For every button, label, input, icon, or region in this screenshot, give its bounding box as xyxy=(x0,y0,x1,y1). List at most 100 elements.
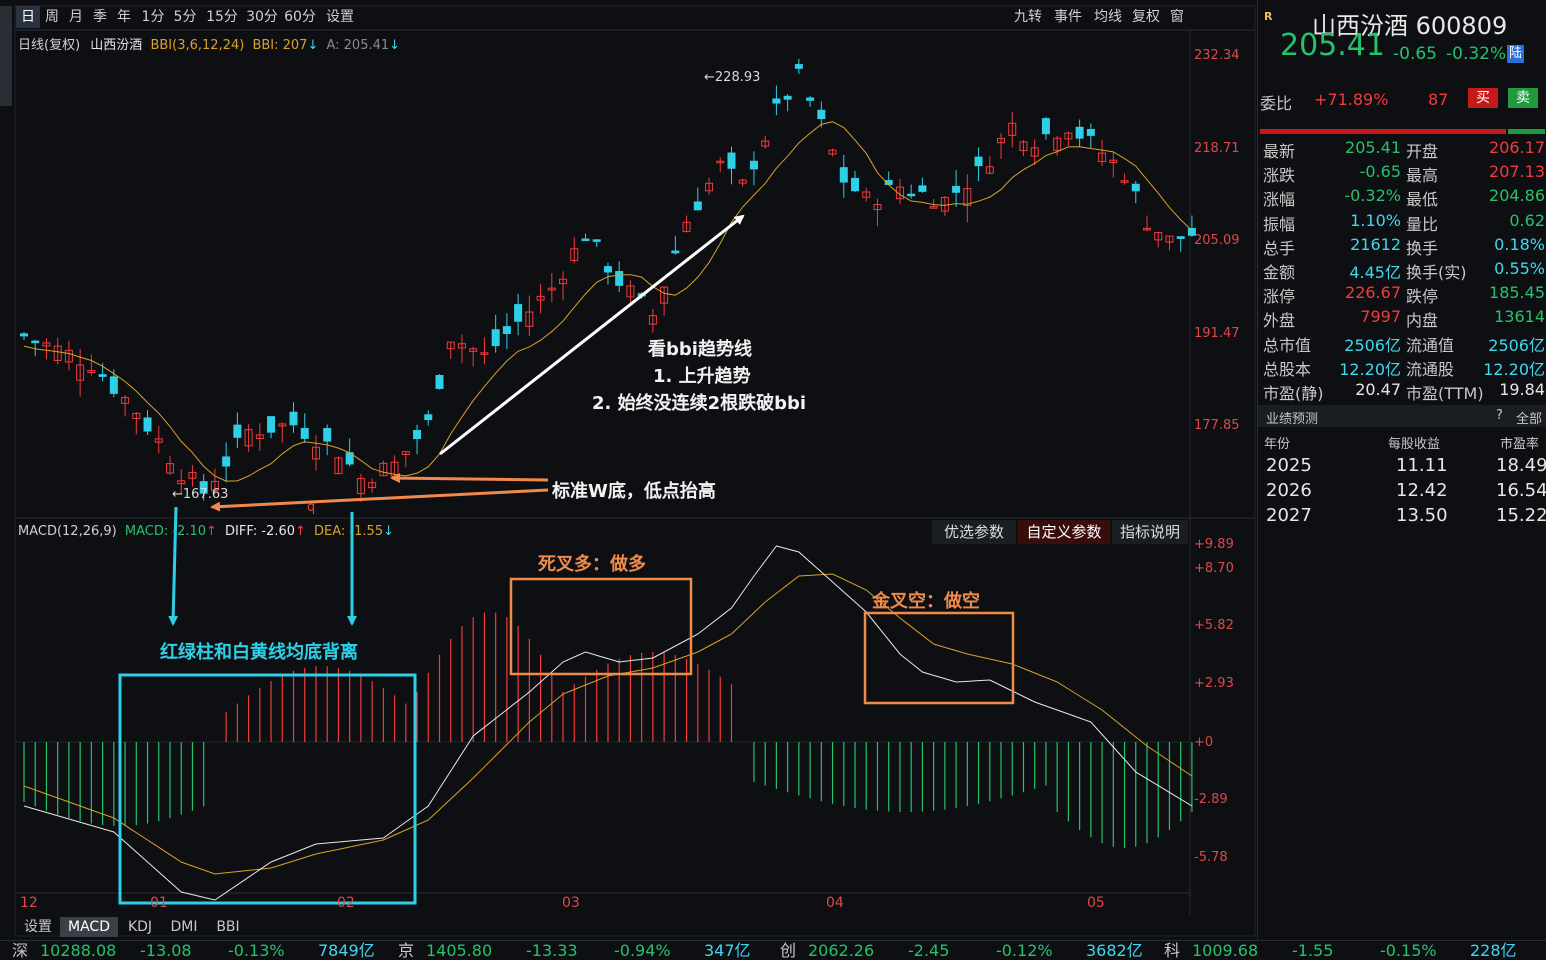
macd-param-button-1[interactable]: 自定义参数 xyxy=(1018,520,1110,544)
tool-2[interactable]: 均线 xyxy=(1094,9,1122,25)
quote-value: 20.47 xyxy=(1355,380,1401,399)
candle-body xyxy=(311,446,320,460)
annotation-dead-cross: 死叉多：做多 xyxy=(538,554,646,575)
tool-1[interactable]: 事件 xyxy=(1054,9,1082,25)
candle-body xyxy=(974,156,983,167)
indicator-tab-0[interactable]: 设置 xyxy=(24,919,52,935)
timeframe-1[interactable]: 周 xyxy=(45,9,59,25)
candle-body xyxy=(806,97,815,101)
candle-body xyxy=(828,149,837,155)
indicator-tab-2[interactable]: KDJ xyxy=(127,919,153,935)
candle-body xyxy=(165,463,174,474)
candle-body xyxy=(581,238,590,242)
sell-button[interactable]: 卖 xyxy=(1508,88,1538,108)
macd-tick: +8.70 xyxy=(1194,561,1234,576)
ticker-name: 创 xyxy=(780,941,797,960)
quote-value: 206.17 xyxy=(1489,138,1545,157)
quote-label: 量比 xyxy=(1406,214,1439,234)
date-tick: 12 xyxy=(20,895,38,911)
candle-body xyxy=(255,434,264,439)
chart-canvas[interactable] xyxy=(0,0,1256,940)
candle-body xyxy=(446,341,455,350)
buy-button[interactable]: 买 xyxy=(1468,88,1498,108)
timeframe-10[interactable]: 设置 xyxy=(326,9,354,25)
candle-body xyxy=(222,456,231,467)
candle-body xyxy=(109,376,118,394)
candle-body xyxy=(154,438,163,443)
quote-value: 12.20亿 xyxy=(1483,359,1545,379)
ticker-change: -1.55 xyxy=(1292,941,1334,960)
timeframe-2[interactable]: 月 xyxy=(69,9,83,25)
macd-param-button-2[interactable]: 指标说明 xyxy=(1112,520,1188,544)
candle-body xyxy=(1098,152,1107,163)
candle-body xyxy=(626,285,635,298)
ratio-label: 委比 xyxy=(1260,94,1293,113)
orange-arrow-lower xyxy=(210,488,549,512)
quote-value: 13614 xyxy=(1494,307,1545,327)
candle-body xyxy=(862,191,871,198)
candle-body xyxy=(783,95,792,100)
candle-body xyxy=(188,471,197,479)
ticker-amount: 3682亿 xyxy=(1086,941,1143,960)
quote-label: 流通股 xyxy=(1406,359,1455,379)
price-tick: 177.85 xyxy=(1194,418,1240,433)
macd-title: MACD(12,26,9) xyxy=(18,524,117,539)
quote-value: 1.10% xyxy=(1350,210,1401,230)
timeframe-4[interactable]: 年 xyxy=(117,9,131,25)
forecast-title: 业绩预测 xyxy=(1266,412,1319,427)
quote-value: 226.67 xyxy=(1345,283,1401,303)
price-change-pct: -0.32% xyxy=(1446,44,1507,64)
candle-body xyxy=(1019,141,1028,152)
chart-area[interactable]: 日周月季年 1分 5分 15分 30分 60分 设置 九转 事件 均线 复权窗 日线(复权) 山西… xyxy=(0,0,1256,959)
tool-0[interactable]: 九转 xyxy=(1014,9,1042,25)
candle-body xyxy=(199,481,208,494)
timeframe-6[interactable]: 5分 xyxy=(173,9,197,25)
ticker-pct: -0.15% xyxy=(1380,941,1437,960)
candle-body xyxy=(851,177,860,192)
help-icon[interactable]: ? xyxy=(1496,408,1503,423)
timeframe-0[interactable]: 日 xyxy=(16,6,40,28)
candle-body xyxy=(121,397,130,404)
forecast-all-link[interactable]: 全部 xyxy=(1516,412,1543,427)
forecast-col-header: 每股收益 xyxy=(1388,437,1441,452)
candle-body xyxy=(738,179,747,184)
candle-body xyxy=(1143,227,1151,231)
forecast-eps: 13.50 xyxy=(1396,505,1448,526)
quote-value: 7997 xyxy=(1360,307,1401,327)
indicator-tab-3[interactable]: DMI xyxy=(170,919,198,935)
candle-body xyxy=(1075,126,1084,139)
candle-body xyxy=(839,167,848,183)
quote-row: 金额 4.45亿 换手(实) 0.55% xyxy=(1258,259,1546,283)
timeframe-3[interactable]: 季 xyxy=(93,9,107,25)
candle-body xyxy=(705,182,714,192)
ticker-change: -13.33 xyxy=(526,941,578,960)
ticker-name: 京 xyxy=(398,941,415,960)
timeframe-5[interactable]: 1分 xyxy=(141,9,165,25)
ticker-value: 1009.68 xyxy=(1192,941,1259,960)
quote-label: 跌停 xyxy=(1406,287,1439,307)
ticker-pct: -0.13% xyxy=(228,941,285,960)
indicator-tab-4[interactable]: BBI xyxy=(216,919,240,935)
forecast-col-header: 年份 xyxy=(1264,437,1291,452)
legend-stock-name: 山西汾酒 xyxy=(90,38,143,53)
ratio-bar-green xyxy=(1508,129,1545,134)
quote-row: 市盈(静) 20.47 市盈(TTM) 19.84 xyxy=(1258,380,1546,404)
candle-body xyxy=(1187,227,1196,236)
quote-label: 市盈(TTM) xyxy=(1406,384,1484,403)
candle-body xyxy=(997,137,1006,144)
price-change: -0.65 xyxy=(1393,44,1437,64)
ticker-amount: 228亿 xyxy=(1470,941,1517,960)
tool-4[interactable]: 窗 xyxy=(1170,9,1184,25)
timeframe-7[interactable]: 15分 xyxy=(206,9,238,25)
candle-body xyxy=(514,304,523,322)
timeframe-9[interactable]: 60分 xyxy=(284,9,316,25)
quote-value: 0.18% xyxy=(1494,234,1545,254)
candle-body xyxy=(1109,159,1118,164)
candle-body xyxy=(289,411,298,426)
timeframe-8[interactable]: 30分 xyxy=(246,9,278,25)
indicator-tab-1[interactable]: MACD xyxy=(60,917,118,937)
tool-3[interactable]: 复权 xyxy=(1132,9,1160,25)
macd-param-button-0[interactable]: 优选参数 xyxy=(932,520,1016,544)
candle-body xyxy=(1176,236,1185,239)
candle-body xyxy=(1120,180,1129,183)
